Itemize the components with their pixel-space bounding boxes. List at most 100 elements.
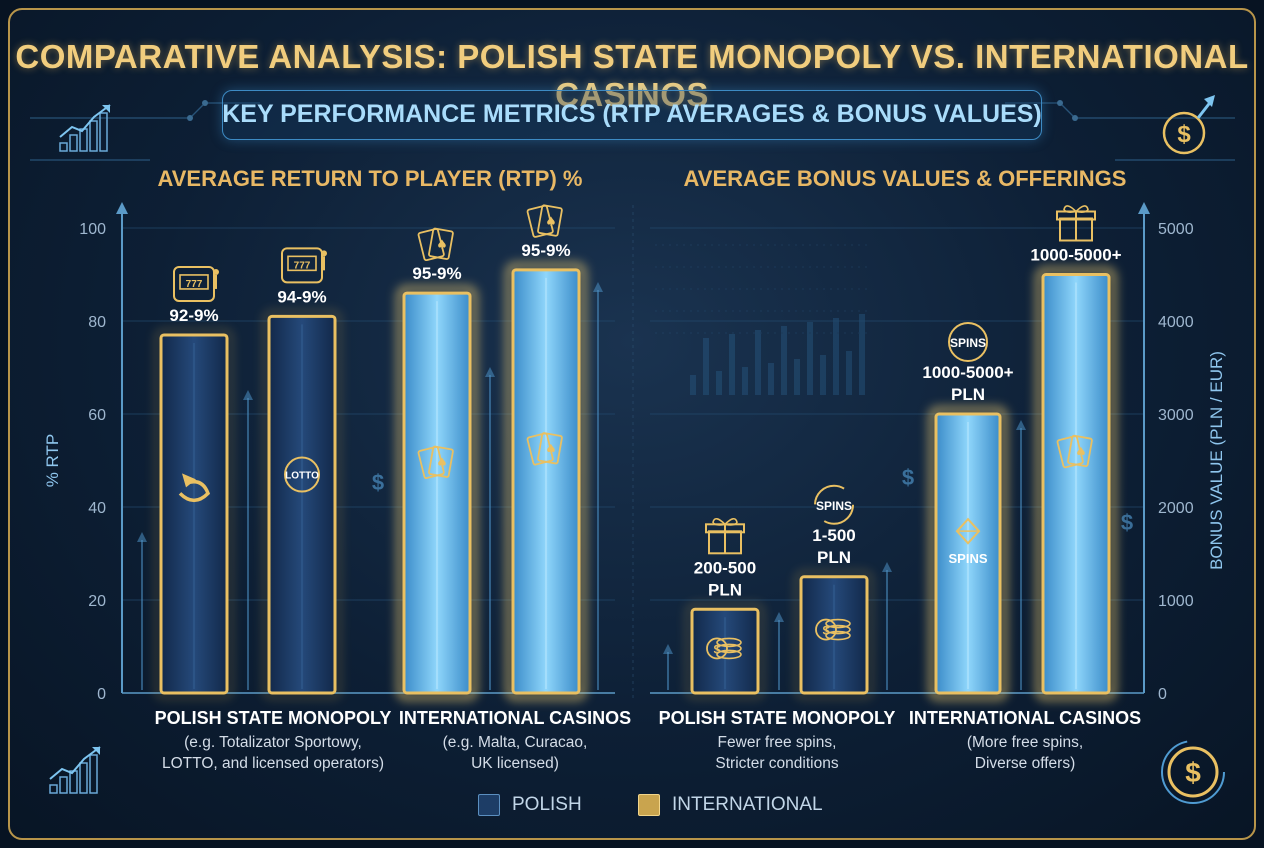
decor-arrow-head (1016, 420, 1026, 430)
card-suit: ♠ (545, 215, 557, 230)
bar-group: ♠ 95-9% ♠ (505, 204, 587, 701)
bonus-chart-title: AVERAGE BONUS VALUES & OFFERINGS (683, 166, 1127, 191)
y-tick-label: 1000 (1158, 593, 1194, 610)
card-front (428, 445, 454, 478)
panel-bar (820, 355, 826, 395)
panel-bar (781, 326, 787, 395)
card-front (1067, 434, 1093, 468)
legend-swatch-polish (478, 794, 500, 816)
panel-bar (807, 322, 813, 395)
trend-bar (79, 128, 88, 152)
rtp-chart-title: AVERAGE RETURN TO PLAYER (RTP) % (157, 166, 583, 191)
y-tick-label: 40 (88, 500, 106, 517)
trend-line (59, 104, 111, 138)
dollar-coin-icon: $ (1162, 95, 1215, 155)
slot-body (281, 247, 323, 284)
bar-glow (263, 310, 341, 699)
diamond-shape (955, 517, 981, 545)
category-desc-line: UK licensed) (471, 755, 559, 772)
bar-glow (396, 285, 478, 701)
dollar-coin-icon: $ (1161, 740, 1225, 804)
bar-group: SPINS 1000-5000+ PLN SPINS (922, 322, 1014, 701)
trend-line (49, 746, 101, 780)
card-front (537, 432, 563, 465)
category-desc-line: Diverse offers) (974, 755, 1076, 772)
bar-group: 92-9% 777 (155, 265, 233, 699)
rtp-category-polish: POLISH STATE MONOPOLY (e.g. Totalizator … (118, 708, 428, 774)
slot-window (287, 255, 317, 272)
decor-arrow-head (882, 562, 892, 572)
category-desc-line: (More free spins, (966, 734, 1084, 751)
faint-data-panel (655, 244, 870, 395)
legend-swatch-international (638, 794, 660, 816)
trend-bar (69, 134, 78, 152)
panel-bar (755, 330, 761, 395)
panel-bar (794, 359, 800, 395)
bar-group: ♠ 95-9% ♠ (396, 227, 478, 701)
card-suit: ♠ (1075, 445, 1087, 460)
coin-layer (825, 630, 851, 641)
y-axis-arrow (116, 202, 128, 214)
category-desc-line: LOTTO, and licensed operators) (162, 755, 384, 772)
coin-symbol: $ (714, 642, 721, 656)
trend-bar (49, 784, 58, 794)
panel-bar (716, 371, 722, 395)
category-desc-line: Stricter conditions (715, 755, 839, 772)
card-suit: ♠ (436, 456, 448, 471)
panel-bar (742, 367, 748, 395)
trend-bar (59, 142, 68, 152)
decor-arrow-head (137, 532, 147, 542)
y-tick-label: 60 (88, 407, 106, 424)
legend-item-international: INTERNATIONAL (638, 794, 823, 816)
panel-bar (768, 363, 774, 395)
coin-layer (716, 637, 742, 648)
bonus-category-international: INTERNATIONAL CASINOS (More free spins, … (870, 708, 1180, 774)
circuit-node (187, 115, 193, 121)
coin-ring (1162, 111, 1206, 155)
spins-ring (948, 322, 988, 362)
card-front (537, 204, 563, 237)
bar-value-label: 95-9% (521, 241, 570, 260)
card-front (428, 227, 454, 260)
bar-value-label: 1000-5000+ (1030, 246, 1121, 265)
bar-value-label: 200-500 (694, 558, 756, 577)
card-suit: ♠ (545, 443, 557, 458)
panel-bar (690, 375, 696, 395)
bar-value-label: PLN (817, 548, 851, 567)
coin-layer (825, 624, 851, 635)
circuit-line (1059, 102, 1076, 119)
bonus-category-polish: POLISH STATE MONOPOLY Fewer free spins, … (622, 708, 932, 774)
y-tick-label: 80 (88, 314, 106, 331)
category-name: INTERNATIONAL CASINOS (398, 708, 632, 728)
slot-body (173, 265, 215, 302)
trend-bar (69, 770, 78, 794)
bar-glow (928, 406, 1008, 701)
coin-layer (825, 618, 851, 629)
card-back (526, 204, 554, 238)
card-back (417, 446, 445, 479)
decor-arrow-head (593, 282, 603, 292)
rtp-category-international: INTERNATIONAL CASINOS (e.g. Malta, Curac… (360, 708, 670, 774)
y-tick-label: 0 (97, 686, 106, 703)
bar-group: ♠ 1000-5000+ (1030, 205, 1122, 701)
decor-arrow-head (663, 644, 673, 654)
trend-chart-icon (49, 746, 101, 794)
category-name: INTERNATIONAL CASINOS (908, 708, 1142, 728)
legend-label: POLISH (512, 794, 582, 815)
trend-arrow (102, 105, 110, 113)
circuit-node (1057, 100, 1063, 106)
decor-arrow-head (243, 390, 253, 400)
decor-dollar-icon: $ (372, 470, 384, 495)
decor-dollar-icon: $ (902, 465, 914, 490)
trend-arrow (92, 747, 100, 755)
decor-arrow-head (485, 367, 495, 377)
decor-dollar-icon: $ (1121, 510, 1133, 535)
diamond-text: SPINS (948, 551, 987, 566)
trend-chart-icon (59, 104, 111, 152)
circuit-line (189, 102, 206, 119)
coin-symbol: $ (1177, 121, 1191, 148)
y-tick-label: 5000 (1158, 221, 1194, 238)
coin-face (706, 637, 728, 660)
page-title: COMPARATIVE ANALYSIS: POLISH STATE MONOP… (15, 38, 1249, 113)
